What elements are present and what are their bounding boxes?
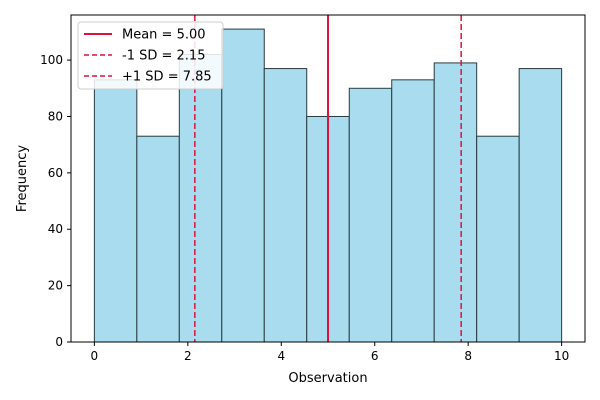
- x-tick-label: 0: [91, 349, 99, 363]
- legend: Mean = 5.00 -1 SD = 2.15 +1 SD = 7.85: [77, 21, 224, 90]
- y-tick-label: 40: [48, 222, 63, 236]
- y-tick-label: 0: [55, 335, 63, 349]
- x-tick-label: 4: [277, 349, 285, 363]
- histogram-bars: [93, 28, 563, 343]
- x-tick-label: 10: [554, 349, 569, 363]
- histogram-bar: [391, 79, 435, 343]
- legend-box: [77, 21, 224, 90]
- histogram-bar: [476, 135, 520, 343]
- y-axis-label: Frequency: [15, 145, 30, 212]
- legend-label: +1 SD = 7.85: [122, 70, 212, 85]
- histogram-bar: [221, 28, 265, 343]
- y-tick-label: 20: [48, 279, 63, 293]
- x-tick-label: 8: [464, 349, 472, 363]
- y-tick-label: 60: [48, 166, 63, 180]
- plot-frame: [70, 14, 586, 343]
- y-tick-label: 100: [40, 53, 63, 67]
- y-axis-ticks: 0 20 40 60 80 100: [40, 53, 71, 349]
- legend-label: Mean = 5.00: [122, 28, 206, 43]
- legend-label: -1 SD = 2.15: [122, 49, 205, 64]
- legend-items: Mean = 5.00 -1 SD = 2.15 +1 SD = 7.85: [84, 28, 212, 85]
- histogram-bar: [136, 135, 180, 343]
- x-axis-ticks: 0 2 4 6 8 10: [91, 342, 569, 363]
- x-tick-label: 2: [184, 349, 192, 363]
- histogram-bar: [93, 79, 138, 343]
- x-tick-label: 6: [371, 349, 379, 363]
- histogram-bar: [433, 62, 478, 343]
- histogram-bar: [518, 68, 563, 343]
- histogram-bar: [178, 53, 223, 343]
- y-tick-label: 80: [48, 109, 63, 123]
- x-axis-label: Observation: [288, 371, 367, 386]
- histogram-bar: [263, 68, 308, 343]
- histogram-bar: [348, 87, 393, 343]
